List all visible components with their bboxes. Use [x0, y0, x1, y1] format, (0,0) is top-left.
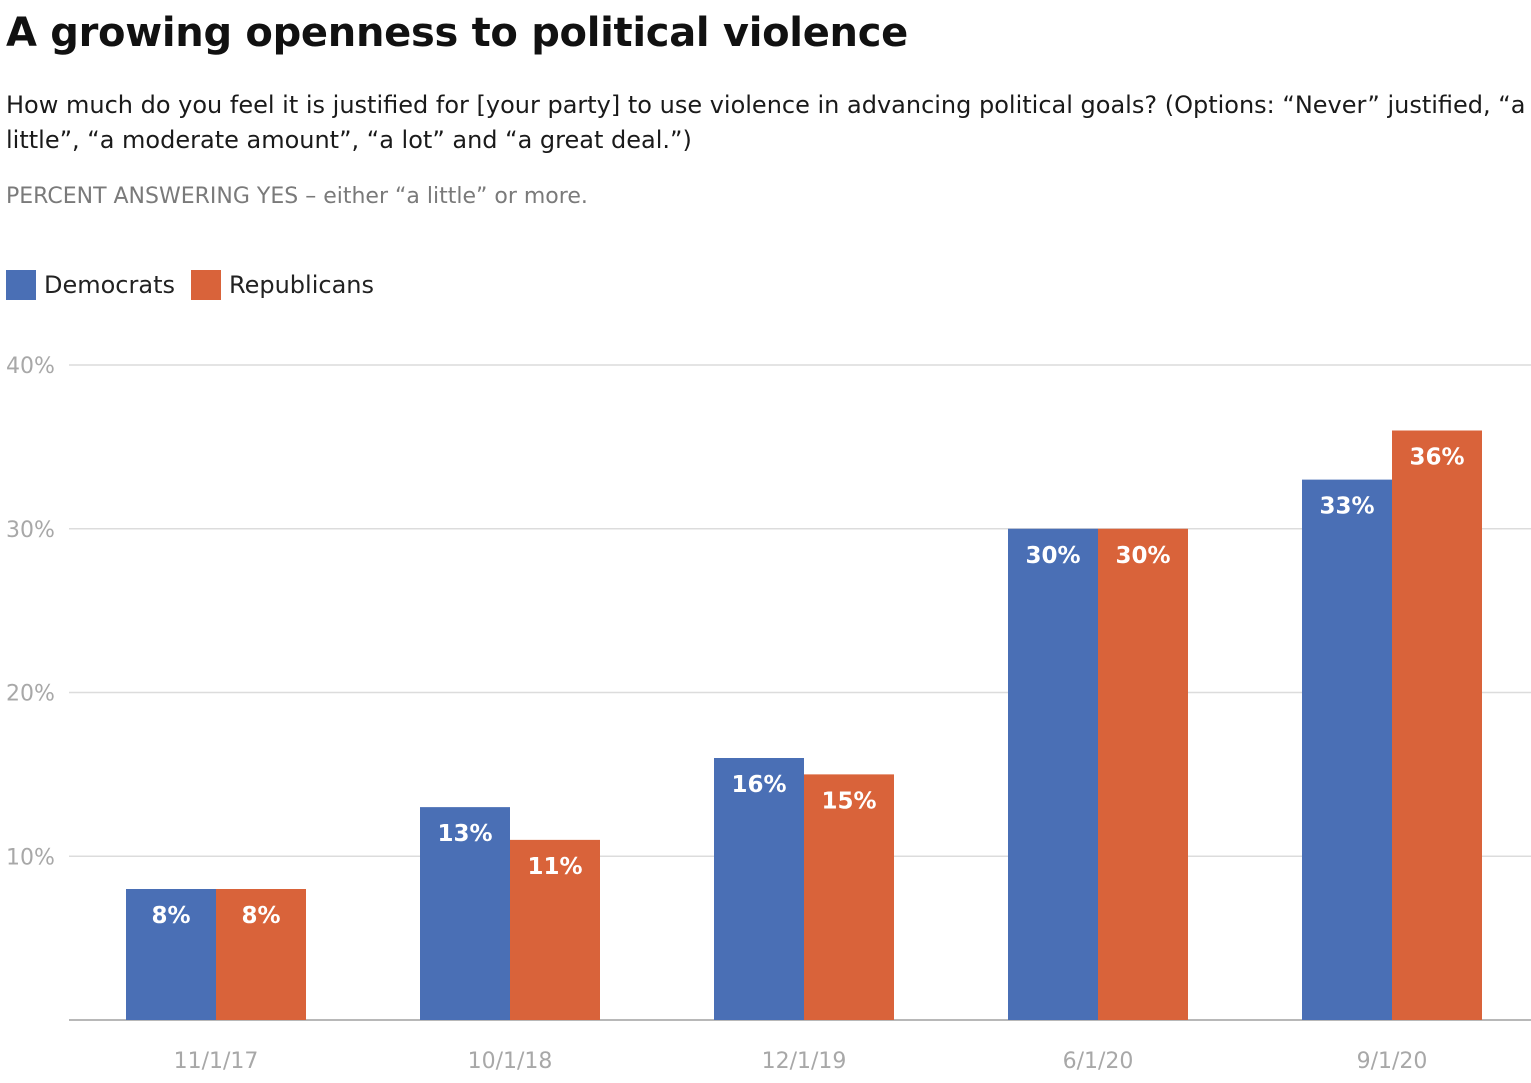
bar-value-label: 36%	[1409, 445, 1464, 471]
bar-value-label: 33%	[1319, 494, 1374, 520]
bar-value-label: 8%	[151, 903, 190, 929]
x-tick-label: 10/1/18	[468, 1049, 553, 1074]
legend-swatch-republicans	[191, 270, 221, 300]
bar-value-label: 30%	[1025, 543, 1080, 569]
bar-republicans-1	[510, 839, 600, 1020]
chart-note: PERCENT ANSWERING YES – either “a little…	[6, 184, 588, 209]
legend-item-democrats: Democrats	[6, 270, 175, 300]
bar-value-label: 16%	[731, 772, 786, 798]
x-tick-label: 9/1/20	[1357, 1049, 1428, 1074]
legend-label-republicans: Republicans	[229, 271, 374, 299]
x-tick-label: 6/1/20	[1063, 1049, 1134, 1074]
bar-value-label: 8%	[241, 903, 280, 929]
chart-subtitle: How much do you feel it is justified for…	[6, 91, 1526, 154]
bar-value-label: 15%	[821, 788, 876, 814]
legend-item-republicans: Republicans	[191, 270, 374, 300]
x-tick-label: 11/1/17	[174, 1049, 259, 1074]
legend: Democrats Republicans	[6, 270, 390, 300]
bar-republicans-4	[1392, 430, 1482, 1020]
legend-swatch-democrats	[6, 270, 36, 300]
bar-value-label: 13%	[437, 821, 492, 847]
chart-title: A growing openness to political violence	[6, 10, 908, 56]
bar-value-label: 30%	[1115, 543, 1170, 569]
bar-value-label: 11%	[527, 854, 582, 880]
bar-democrats-0	[126, 889, 216, 1020]
y-tick-label: 30%	[6, 518, 55, 543]
y-tick-label: 40%	[6, 354, 55, 379]
bar-democrats-4	[1302, 479, 1392, 1020]
y-tick-label: 10%	[6, 845, 55, 870]
legend-label-democrats: Democrats	[44, 271, 175, 299]
bar-democrats-3	[1008, 528, 1098, 1020]
bar-republicans-2	[804, 774, 894, 1020]
bar-republicans-0	[216, 889, 306, 1020]
bar-democrats-1	[420, 807, 510, 1020]
y-tick-label: 20%	[6, 682, 55, 707]
bar-republicans-3	[1098, 528, 1188, 1020]
bar-democrats-2	[714, 758, 804, 1020]
x-tick-label: 12/1/19	[762, 1049, 847, 1074]
